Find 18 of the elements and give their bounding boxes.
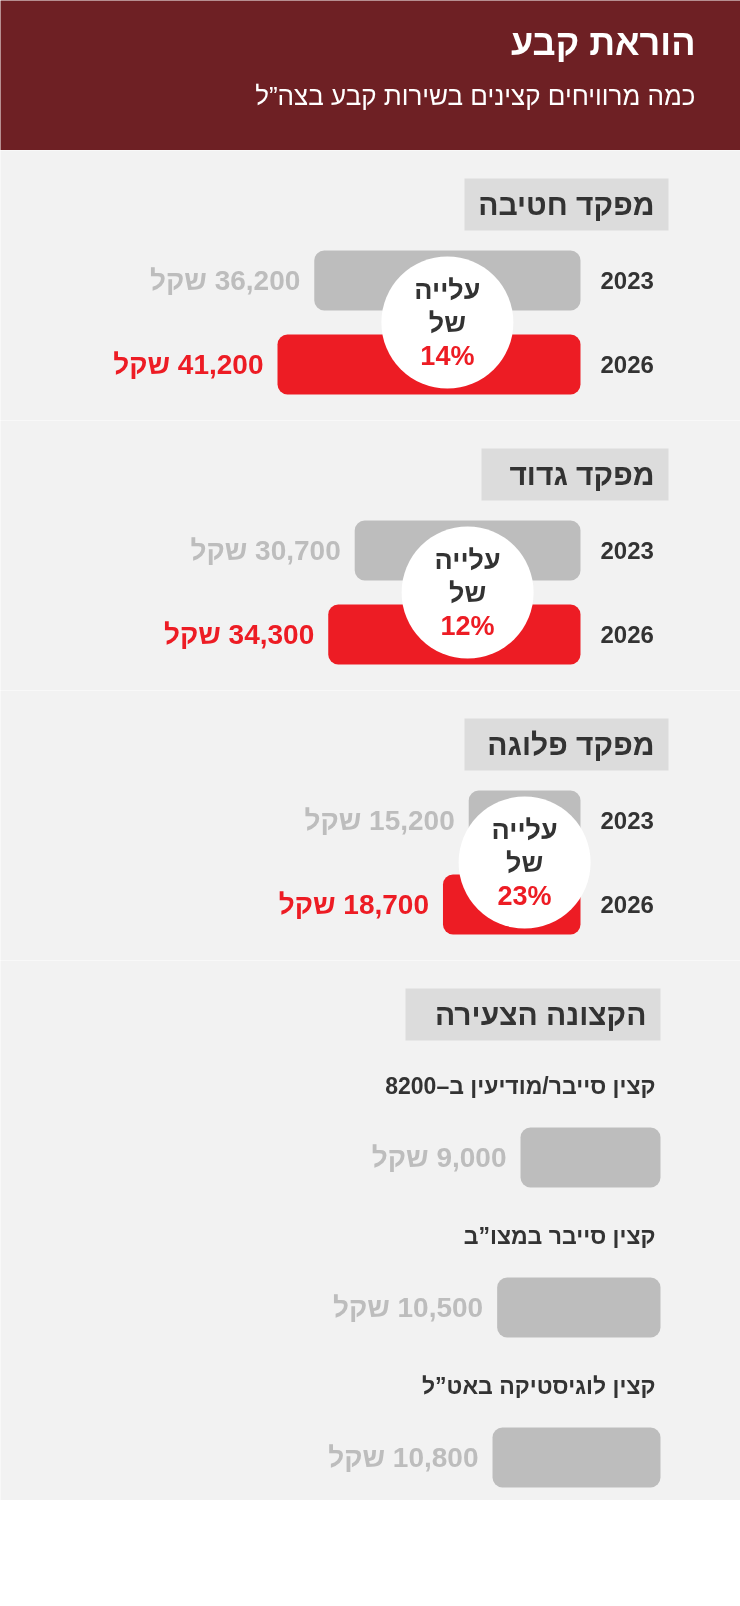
chart-title: מפקד חטיבה bbox=[478, 188, 655, 221]
y-tick-label: 2026 bbox=[600, 891, 654, 918]
y-tick-label: קצין סייבר במצו”ב bbox=[463, 1222, 656, 1249]
chart-title: הקצונה הצעירה bbox=[434, 998, 647, 1031]
y-tick-label: קצין סייבר/מודיעין ב–8200 bbox=[385, 1072, 656, 1099]
text: הוראת קבע bbox=[511, 22, 696, 63]
text: כמה מרוויחים קצינים בשירות קבע בצה”ל bbox=[255, 80, 696, 111]
data-label: 41,200 שקל bbox=[113, 349, 264, 380]
data-label: 18,700 שקל bbox=[278, 889, 429, 920]
y-tick-label: קצין לוגיסטיקה באט”ל bbox=[421, 1372, 656, 1399]
y-tick-label: 2023 bbox=[600, 807, 654, 834]
chart-title: מפקד פלוגה bbox=[487, 728, 655, 761]
chart-title: מפקד גדוד bbox=[509, 458, 655, 491]
y-tick-label: 2026 bbox=[600, 621, 654, 648]
y-tick-label: 2023 bbox=[600, 267, 654, 294]
data-label: 34,300 שקל bbox=[163, 619, 315, 650]
y-tick-label: 2023 bbox=[600, 537, 654, 564]
y-tick-label: 2026 bbox=[600, 351, 654, 378]
